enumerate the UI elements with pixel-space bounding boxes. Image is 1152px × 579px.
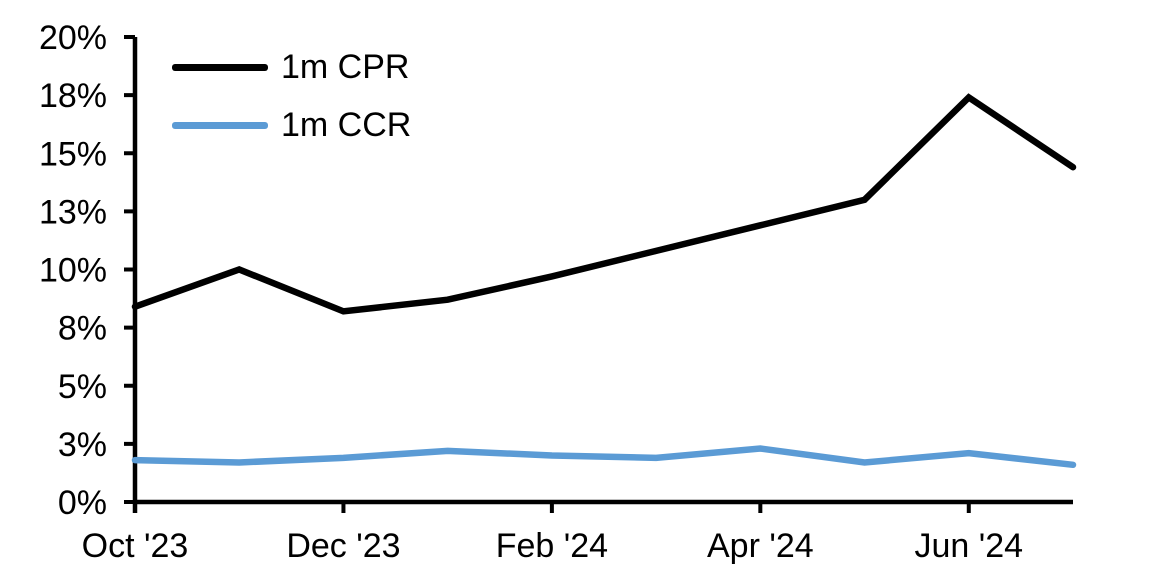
legend-label-1m-cpr: 1m CPR [281, 47, 410, 86]
series-1m-cpr-line [131, 93, 1077, 315]
series-1m-ccr-line [131, 445, 1077, 469]
y-tick-label: 20% [39, 19, 107, 57]
y-tick-label: 18% [39, 77, 107, 115]
y-tick-label: 5% [58, 368, 107, 406]
y-tick-label: 10% [39, 252, 107, 290]
y-tick-label: 0% [58, 484, 107, 522]
legend-label-1m-ccr: 1m CCR [281, 105, 412, 144]
ccr-line-swatch [172, 121, 268, 129]
x-tick-label: Dec '23 [286, 527, 400, 565]
legend-item-1m-cpr: 1m CPR [172, 38, 411, 96]
x-tick-label: Apr '24 [707, 527, 814, 565]
x-tick-label: Jun '24 [914, 527, 1023, 565]
y-tick-label: 15% [39, 135, 107, 173]
legend: 1m CPR 1m CCR [172, 38, 411, 154]
x-tick-label: Oct '23 [82, 527, 189, 565]
cpr-line-swatch [172, 63, 268, 71]
y-tick-label: 8% [58, 310, 107, 348]
legend-item-1m-ccr: 1m CCR [172, 96, 411, 154]
y-tick-label: 13% [39, 193, 107, 231]
x-tick-label: Feb '24 [496, 527, 608, 565]
y-tick-label: 3% [58, 426, 107, 464]
